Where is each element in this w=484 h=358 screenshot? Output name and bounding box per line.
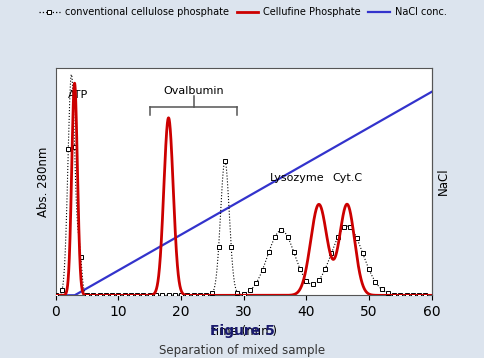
- Y-axis label: Abs. 280nm: Abs. 280nm: [37, 146, 50, 217]
- X-axis label: time (min.): time (min.): [210, 325, 276, 338]
- Text: Figure 5: Figure 5: [210, 324, 274, 338]
- Text: ATP: ATP: [67, 91, 88, 101]
- Text: Lysozyme: Lysozyme: [269, 173, 324, 183]
- Text: Ovalbumin: Ovalbumin: [163, 86, 224, 96]
- Text: Cyt.C: Cyt.C: [332, 173, 362, 183]
- Text: Separation of mixed sample: Separation of mixed sample: [159, 344, 325, 357]
- Legend: conventional cellulose phosphate, Cellufine Phosphate, NaCl conc.: conventional cellulose phosphate, Celluf…: [35, 3, 449, 21]
- Y-axis label: NaCl: NaCl: [436, 168, 449, 195]
